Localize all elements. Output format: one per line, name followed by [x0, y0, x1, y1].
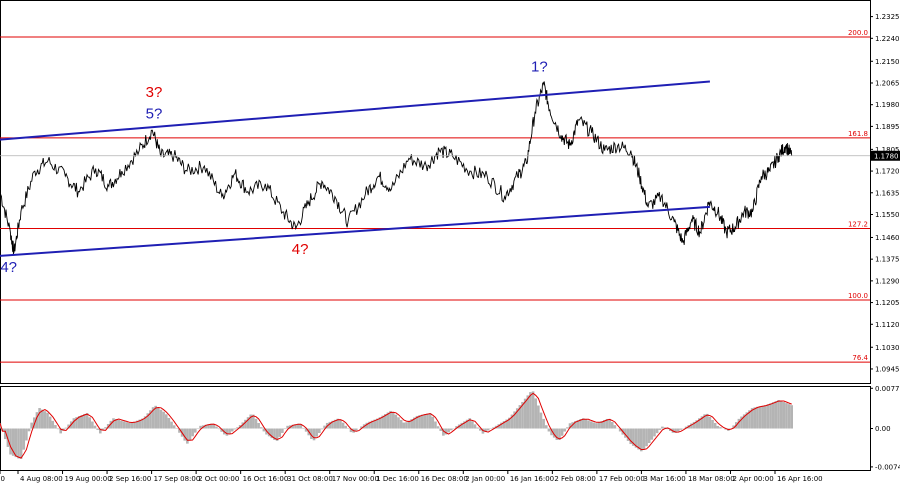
price-tick-label: 1.1375 [875, 256, 900, 264]
price-tick-label: 1.1460 [875, 234, 900, 242]
time-tick-label: 17 Sep 08:00 [154, 475, 201, 483]
time-tick-label: 00 [0, 475, 5, 483]
channel-line [0, 205, 710, 257]
wave-label: 3? [146, 84, 163, 101]
price-tick-label: 1.2150 [875, 58, 900, 66]
price-tick-label: 1.1635 [875, 189, 900, 197]
wave-label: 1? [531, 58, 548, 75]
time-tick-label: 4 Aug 08:00 [20, 475, 63, 483]
fib-level-label: 76.4 [852, 354, 868, 362]
fib-level-label: 200.0 [848, 29, 868, 37]
price-tick-label: 1.1120 [875, 321, 900, 329]
oscillator-tick-label: 0.00776 [875, 385, 900, 393]
wave-label: 4? [292, 241, 309, 258]
price-tick-label: 1.1290 [875, 277, 900, 285]
time-tick-label: 17 Feb 00:00 [599, 475, 645, 483]
time-tick-label: 16 Jan 16:00 [510, 475, 554, 483]
price-tick-label: 1.1895 [875, 123, 900, 131]
oscillator-panel: 0.00776 0.00 -0.0074 [0, 385, 900, 471]
time-tick-label: 2 Oct 00:00 [198, 475, 239, 483]
price-panel: 1.2325 1.2240 1.2150 1.2065 1.1980 1.1895 1.18… [0, 0, 900, 384]
price-tick-label: 1.1720 [875, 168, 900, 176]
channel-line [0, 80, 711, 141]
time-tick-label: 2 Sep 16:00 [109, 475, 151, 483]
oscillator-tick-label: -0.0074 [875, 463, 900, 471]
fib-level-label: 127.2 [848, 221, 868, 229]
price-tick-label: 1.1550 [875, 211, 900, 219]
time-tick-label: 16 Dec 08:00 [421, 475, 468, 483]
fib-level-label: 100.0 [848, 292, 868, 300]
time-tick-label: 2 Apr 00:00 [732, 475, 773, 483]
price-tick-label: 1.2065 [875, 79, 900, 87]
price-tick-label: 1.1205 [875, 299, 900, 307]
fib-level-label: 161.8 [848, 130, 868, 138]
price-tick-label: 1.2240 [875, 35, 900, 43]
time-tick-label: 17 Nov 00:00 [332, 475, 379, 483]
current-price-label: 1.1780 [874, 152, 899, 160]
oscillator-signal-line [0, 392, 792, 459]
time-tick-label: 3 Mar 16:00 [643, 475, 685, 483]
price-tick-label: 1.1805 [875, 146, 900, 154]
wave-label: 4? [0, 259, 17, 276]
time-tick-label: 19 Aug 00:00 [65, 475, 112, 483]
price-panel-frame [0, 0, 871, 384]
time-tick-label: 18 Mar 08:00 [688, 475, 735, 483]
price-tick-label: 1.0945 [875, 365, 900, 373]
current-price-box [871, 150, 900, 161]
price-tick-label: 1.1030 [875, 344, 900, 352]
wave-label: 5? [146, 106, 163, 123]
oscillator-tick-label: 0.00 [875, 425, 891, 433]
time-tick-label: 2 Feb 08:00 [554, 475, 595, 483]
time-tick-label: 1 Dec 16:00 [376, 475, 419, 483]
time-tick-label: 31 Oct 08:00 [287, 475, 333, 483]
time-tick-label: 2 Jan 00:00 [465, 475, 505, 483]
price-tick-label: 1.1980 [875, 101, 900, 109]
time-tick-label: 16 Apr 16:00 [777, 475, 823, 483]
time-tick-label: 16 Oct 16:00 [243, 475, 289, 483]
price-tick-label: 1.2325 [875, 13, 900, 21]
